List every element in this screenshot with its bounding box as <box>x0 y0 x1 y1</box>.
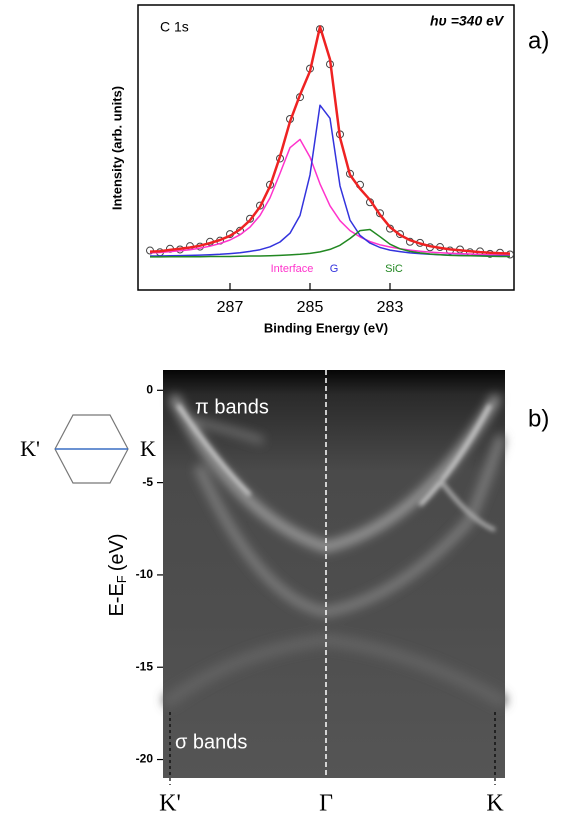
x-tick-label: K' <box>159 791 181 817</box>
x-tick-label: 283 <box>377 299 404 316</box>
component-curve <box>150 104 511 257</box>
annotation: hυ =340 eV <box>430 13 505 29</box>
fit-curve <box>149 25 511 255</box>
series-label: Interface <box>271 263 314 275</box>
annotation: π bands <box>195 396 269 418</box>
y-axis-label: E-EF (eV) <box>106 533 129 616</box>
inset-label: K <box>140 436 156 461</box>
y-axis-label-main: E-E <box>106 583 128 616</box>
plot-frame <box>137 4 515 291</box>
arpes-image <box>163 370 505 778</box>
y-axis-label-sub: F <box>114 575 129 583</box>
inset-label: K' <box>20 436 40 461</box>
y-axis-label: Intensity (arb. units) <box>109 86 124 210</box>
x-tick-label: 287 <box>217 299 244 316</box>
annotation: C 1s <box>160 19 189 35</box>
data-point <box>396 230 404 239</box>
y-axis-label-unit: (eV) <box>106 533 128 571</box>
y-tick-label: -10 <box>136 567 154 581</box>
y-tick-label: -15 <box>136 659 154 673</box>
annotation: σ bands <box>175 731 247 753</box>
x-tick-label: 285 <box>297 299 324 316</box>
panel-label: b) <box>528 405 549 432</box>
y-tick-label: -5 <box>142 475 153 489</box>
x-axis-label: Binding Energy (eV) <box>264 320 388 335</box>
arpes-plot: 0 -5 -10 -15 -20 K' Γ K <box>136 370 507 817</box>
series-label: G <box>330 263 339 275</box>
series-label: SiC <box>385 263 403 275</box>
band-highlight <box>176 403 496 532</box>
data-point <box>246 214 254 223</box>
data-point <box>256 201 264 210</box>
y-tick-label: -20 <box>136 752 154 766</box>
y-tick-label: 0 <box>146 382 153 396</box>
panel-label: a) <box>528 27 549 54</box>
component-curve <box>149 138 511 256</box>
x-tick-label: K <box>486 791 504 817</box>
x-tick-label: Γ <box>319 791 333 817</box>
xps-plot: 287 285 283 Interface G SiC <box>146 25 514 316</box>
component-curve <box>150 228 510 258</box>
